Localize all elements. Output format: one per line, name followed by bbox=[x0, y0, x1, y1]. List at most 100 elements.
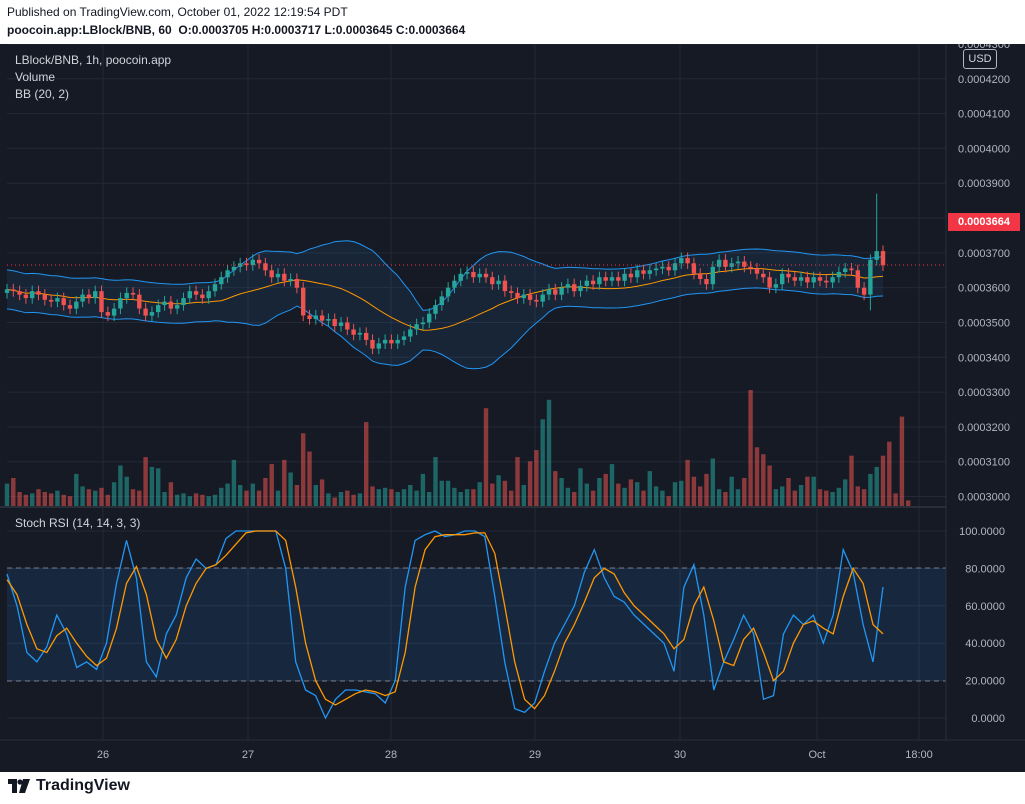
candle-body bbox=[490, 277, 495, 285]
time-tick-label: 29 bbox=[529, 749, 541, 761]
candle-body bbox=[193, 291, 199, 295]
volume-bar bbox=[301, 433, 306, 506]
volume-bar bbox=[824, 490, 829, 506]
candle-body bbox=[660, 266, 665, 269]
volume-bar bbox=[168, 482, 174, 506]
volume-bar bbox=[653, 486, 659, 506]
volume-bar bbox=[641, 490, 646, 506]
candle-body bbox=[326, 319, 331, 321]
volume-bar bbox=[23, 494, 29, 506]
candle-body bbox=[370, 339, 375, 349]
candle-body bbox=[830, 277, 835, 283]
candle-body bbox=[704, 279, 709, 285]
volume-bar bbox=[906, 500, 911, 506]
bb-fill bbox=[7, 240, 883, 369]
volume-bar bbox=[546, 399, 552, 506]
volume-bar bbox=[515, 457, 520, 506]
volume-bar bbox=[382, 487, 388, 506]
volume-bar bbox=[616, 483, 621, 506]
candles bbox=[4, 193, 886, 355]
chart-svg[interactable]: 0.0004300 0.0004200 0.0004100 0.0004000 0.00… bbox=[0, 44, 1025, 772]
candle-body bbox=[319, 315, 325, 321]
candle-body bbox=[843, 268, 848, 272]
volume-bar bbox=[93, 490, 98, 506]
candle-body bbox=[130, 292, 136, 295]
candle-body bbox=[861, 287, 867, 295]
candle-body bbox=[395, 339, 400, 344]
volume-bar bbox=[704, 473, 709, 506]
candle-body bbox=[439, 296, 444, 306]
candle-body bbox=[143, 308, 148, 316]
bb-basis-line bbox=[6, 267, 884, 331]
volume-bar bbox=[843, 479, 848, 506]
candle-body bbox=[357, 332, 363, 335]
candle-body bbox=[162, 301, 167, 306]
volume-bar bbox=[590, 490, 596, 506]
candle-body bbox=[502, 280, 508, 292]
candle-body bbox=[546, 289, 552, 295]
volume-bar bbox=[307, 451, 312, 506]
candle-body bbox=[773, 284, 779, 288]
legend-stoch: Stoch RSI (14, 14, 3, 3) bbox=[15, 516, 141, 530]
volume-bar bbox=[471, 489, 476, 506]
candle-body bbox=[798, 277, 804, 281]
candle-body bbox=[250, 259, 255, 265]
stoch-tick-label: 0.0000 bbox=[971, 713, 1005, 725]
volume-bar bbox=[238, 485, 243, 506]
candle-body bbox=[679, 258, 684, 264]
time-tick-label: 18:00 bbox=[905, 749, 933, 761]
volume-bar bbox=[389, 489, 394, 506]
candle-body bbox=[811, 277, 816, 283]
candle-body bbox=[225, 270, 230, 278]
volume-bar bbox=[357, 493, 363, 506]
candle-body bbox=[786, 273, 791, 278]
candle-body bbox=[212, 284, 218, 292]
volume-bar bbox=[439, 480, 444, 506]
candle-body bbox=[527, 294, 533, 300]
volume-bar bbox=[527, 461, 533, 506]
candle-body bbox=[345, 322, 350, 330]
price-axis-labels: 0.0004300 0.0004200 0.0004100 0.0004000 0.00… bbox=[958, 44, 1010, 504]
volume-bar bbox=[868, 473, 873, 506]
candle-body bbox=[509, 291, 514, 293]
candle-body bbox=[338, 322, 344, 326]
volume-bar bbox=[534, 450, 539, 506]
candle-body bbox=[477, 273, 482, 278]
candle-body bbox=[597, 277, 602, 285]
volume-bar bbox=[162, 492, 167, 506]
volume-bar bbox=[628, 479, 634, 506]
chart-area[interactable]: 0.0004300 0.0004200 0.0004100 0.0004000 0.00… bbox=[0, 44, 1025, 772]
stoch-axis-labels: 100.0000 80.0000 60.0000 40.0000 20.0000 0.00… bbox=[959, 526, 1005, 725]
candle-body bbox=[294, 279, 300, 288]
candle-body bbox=[4, 289, 10, 293]
candle-body bbox=[880, 251, 886, 266]
price-tick-label: 0.0003700 bbox=[958, 248, 1010, 260]
volume-bar bbox=[61, 494, 66, 506]
volume-bar bbox=[212, 494, 218, 506]
volume-bar bbox=[275, 490, 281, 506]
volume-bar bbox=[86, 489, 92, 506]
candle-body bbox=[433, 305, 438, 314]
volume-bar bbox=[509, 490, 514, 506]
volume-bar bbox=[294, 485, 300, 506]
volume-bar bbox=[319, 479, 325, 506]
volume-bar bbox=[401, 489, 407, 506]
time-tick-label: 28 bbox=[385, 749, 397, 761]
candle-body bbox=[137, 294, 142, 309]
volume-bar bbox=[250, 483, 255, 506]
volume-bar bbox=[156, 468, 161, 506]
volume-bar bbox=[351, 494, 356, 506]
volume-bar bbox=[187, 496, 192, 506]
volume-bar bbox=[137, 490, 142, 506]
currency-button[interactable]: USD bbox=[963, 49, 997, 69]
candle-body bbox=[382, 339, 388, 344]
volume-bar bbox=[36, 489, 41, 506]
candle-body bbox=[86, 294, 92, 299]
candle-body bbox=[817, 277, 823, 281]
volume-bar bbox=[742, 478, 747, 506]
candle-body bbox=[603, 277, 608, 281]
tradingview-logo[interactable]: TradingView bbox=[8, 777, 130, 795]
candle-body bbox=[263, 263, 268, 271]
volume-bar bbox=[445, 480, 451, 506]
candle-body bbox=[156, 305, 161, 313]
